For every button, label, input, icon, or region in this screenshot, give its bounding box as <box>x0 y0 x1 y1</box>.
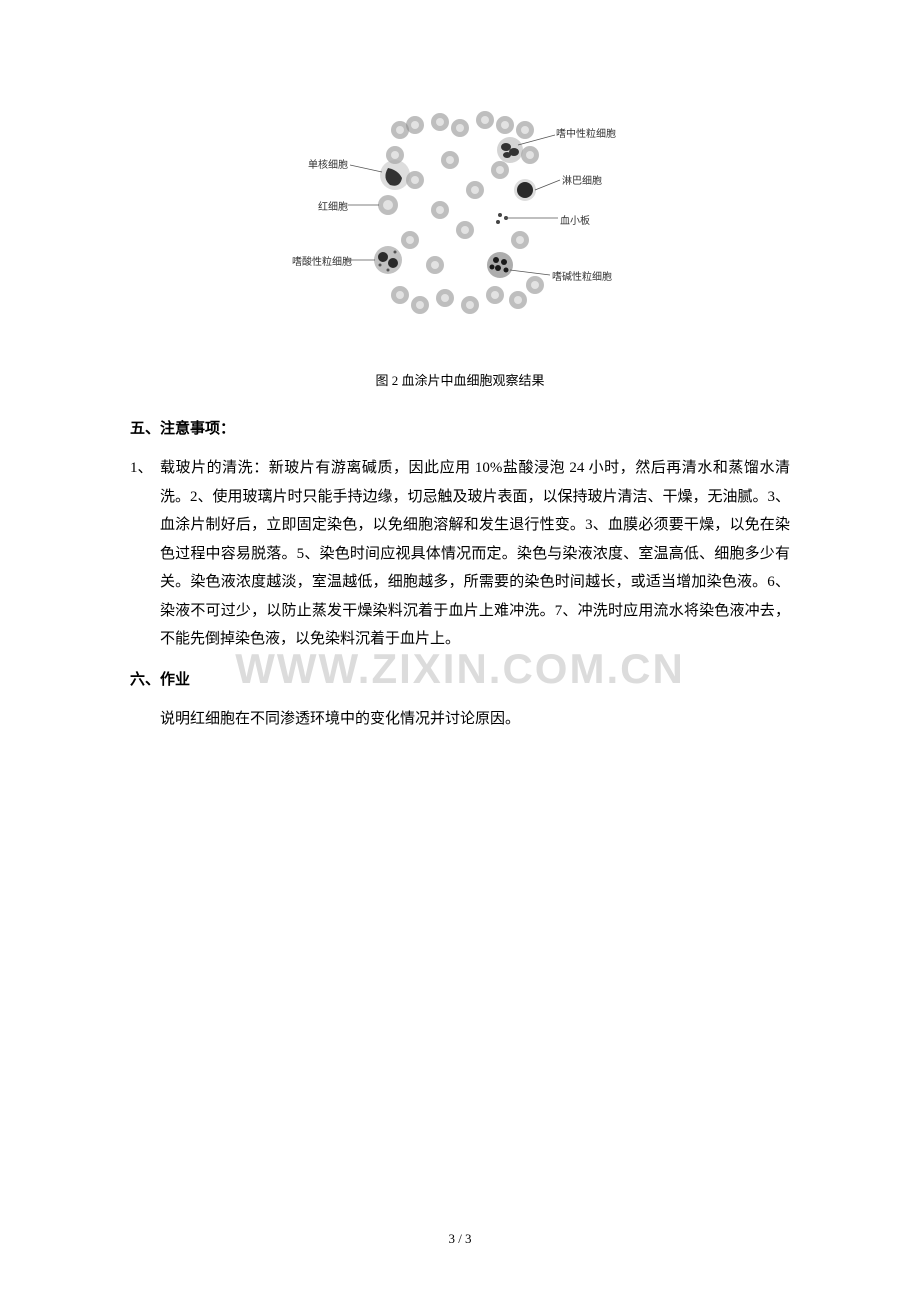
label-monocyte: 单核细胞 <box>308 156 348 171</box>
list-number: 1、 <box>130 454 160 654</box>
content-layer: 嗜中性粒细胞 淋巴细胞 血小板 单核细胞 红细胞 嗜酸性粒细胞 嗜碱性粒细胞 图… <box>130 100 790 733</box>
label-neutrophil: 嗜中性粒细胞 <box>556 125 616 140</box>
list-content: 载玻片的清洗：新玻片有游离碱质，因此应用 10%盐酸浸泡 24 小时，然后再清水… <box>160 454 790 654</box>
section6-paragraph: 说明红细胞在不同渗透环境中的变化情况并讨论原因。 <box>130 705 790 734</box>
figure-container: 嗜中性粒细胞 淋巴细胞 血小板 单核细胞 红细胞 嗜酸性粒细胞 嗜碱性粒细胞 <box>130 100 790 340</box>
label-platelet: 血小板 <box>560 212 590 227</box>
page-footer: 3 / 3 <box>0 1231 920 1247</box>
figure-caption: 图 2 血涂片中血细胞观察结果 <box>130 370 790 389</box>
label-basophil: 嗜碱性粒细胞 <box>552 268 612 283</box>
label-lymphocyte: 淋巴细胞 <box>562 172 602 187</box>
label-rbc: 红细胞 <box>318 198 348 213</box>
blood-smear-figure: 嗜中性粒细胞 淋巴细胞 血小板 单核细胞 红细胞 嗜酸性粒细胞 嗜碱性粒细胞 <box>300 100 620 340</box>
section6-heading: 六、作业 <box>130 668 790 689</box>
section5-item: 1、 载玻片的清洗：新玻片有游离碱质，因此应用 10%盐酸浸泡 24 小时，然后… <box>130 454 790 654</box>
label-eosinophil: 嗜酸性粒细胞 <box>292 253 352 268</box>
section5-heading: 五、注意事项： <box>130 417 790 438</box>
